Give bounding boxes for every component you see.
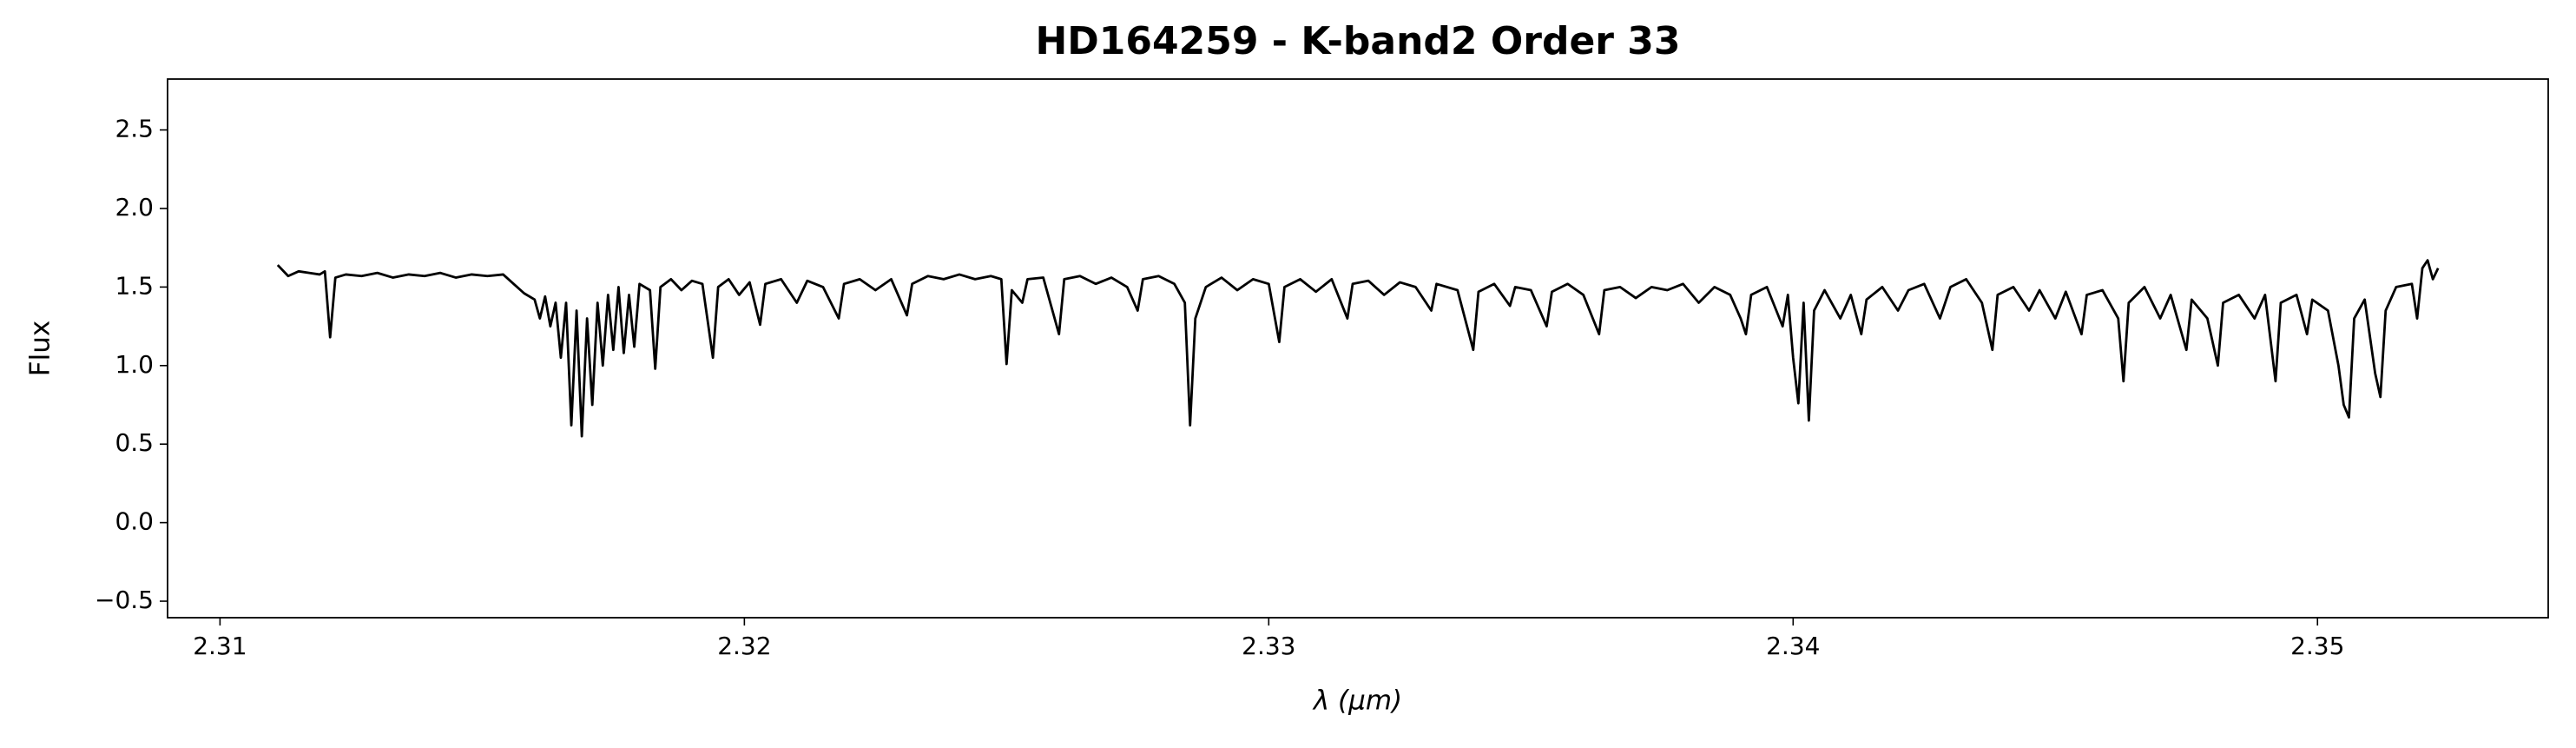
y-tick-label: 0.0 [115,507,154,536]
y-axis-label: Flux [25,321,56,376]
y-tick-label: −0.5 [95,586,154,614]
spectrum-line [276,259,2440,438]
chart-title: HD164259 - K-band2 Order 33 [1035,19,1680,63]
x-tick-label: 2.32 [717,632,771,660]
y-tick-label: 2.0 [115,193,154,222]
x-tick-label: 2.31 [193,632,247,660]
x-tick-label: 2.34 [1766,632,1820,660]
y-tick-label: 2.5 [115,115,154,143]
x-tick-label: 2.33 [1242,632,1295,660]
x-axis-label: λ (μm) [1312,685,1402,717]
x-tick-label: 2.35 [2290,632,2344,660]
y-tick-label: 1.5 [115,271,154,300]
plot-frame [167,78,2549,619]
y-tick-label: 1.0 [115,350,154,379]
y-tick-label: 0.5 [115,428,154,457]
